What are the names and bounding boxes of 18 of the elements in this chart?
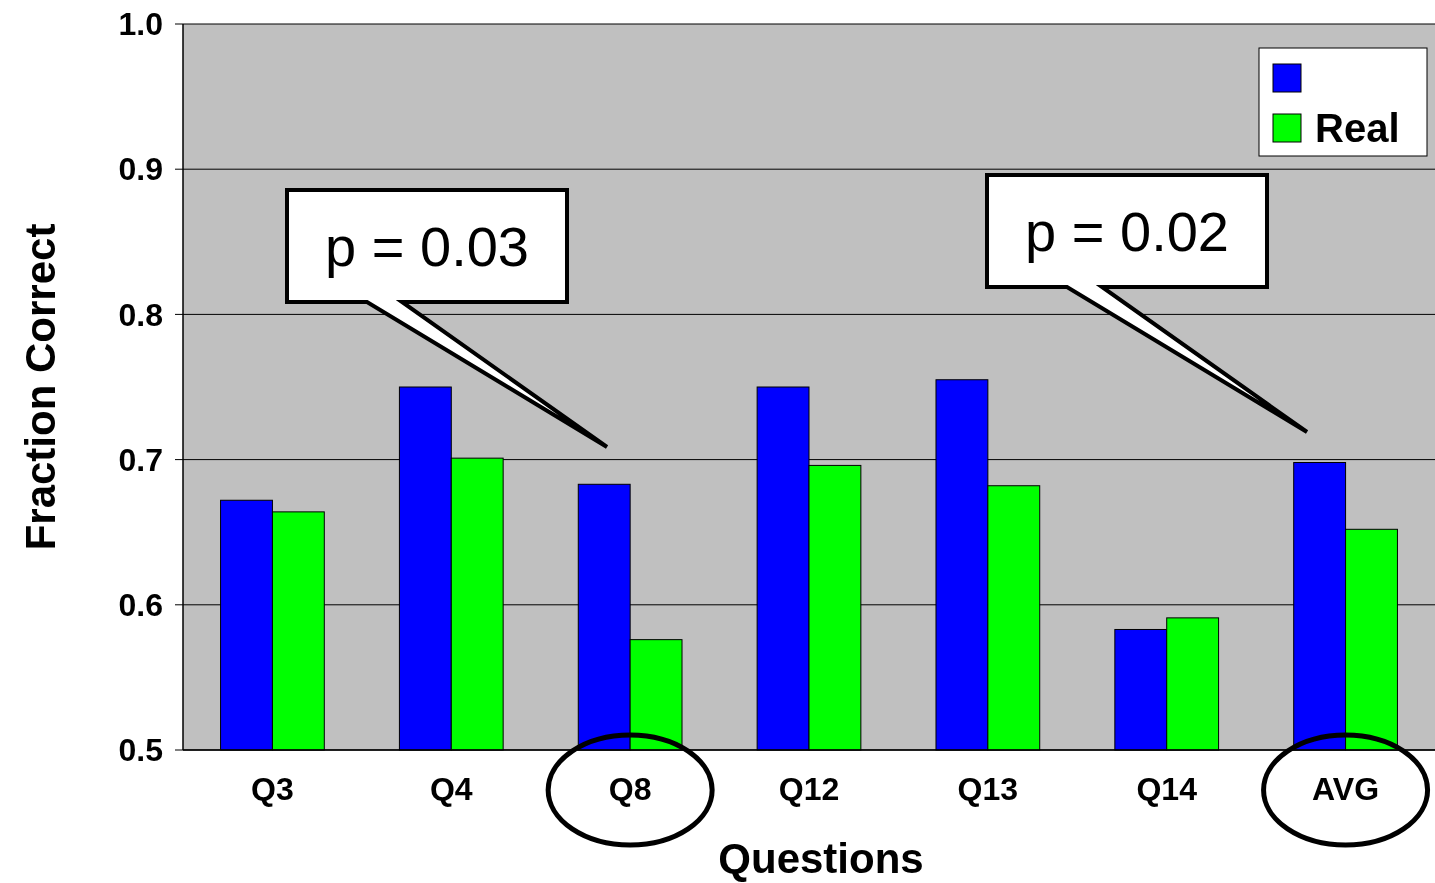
x-tick-label: Q8 <box>608 771 652 807</box>
x-tick-label: Q12 <box>778 771 840 807</box>
annotation: p = 0.02 <box>1025 200 1229 263</box>
x-axis-title: Questions <box>718 835 924 882</box>
y-tick-label: 0.5 <box>118 732 163 769</box>
x-tick-label: AVG <box>1312 771 1380 807</box>
y-tick-label: 0.7 <box>118 441 163 478</box>
legend-label: Real <box>1315 106 1400 150</box>
y-tick-label: 1.0 <box>118 6 163 43</box>
y-tick-label: 0.6 <box>118 587 163 623</box>
x-tick-label: Q13 <box>957 771 1019 807</box>
y-tick-label: 0.9 <box>118 151 163 188</box>
y-tick-label: 0.8 <box>118 296 163 333</box>
x-tick-label: Q4 <box>429 771 473 807</box>
x-tick-label: Q3 <box>251 771 294 807</box>
y-axis-title: Fraction Correct <box>17 223 64 551</box>
annotation: p = 0.03 <box>325 215 529 278</box>
x-tick-label: Q14 <box>1136 771 1198 807</box>
